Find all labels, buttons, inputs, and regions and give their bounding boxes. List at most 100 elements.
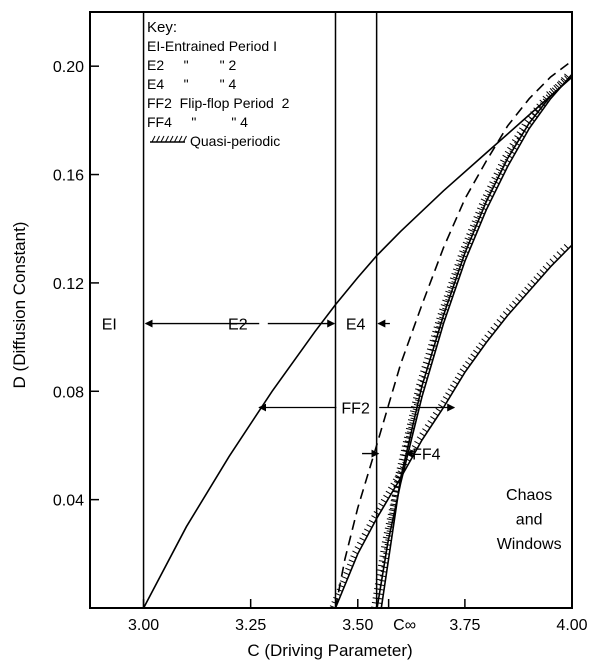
hatch-tick xyxy=(385,522,392,526)
hatch-tick xyxy=(440,312,447,316)
hatch-tick xyxy=(391,494,399,497)
hatch-tick xyxy=(533,107,539,112)
hatch-tick xyxy=(374,583,381,586)
hatch-tick xyxy=(468,237,475,241)
hatch-tick xyxy=(556,81,562,87)
hatch-tick xyxy=(464,237,471,241)
hatch-tick xyxy=(491,184,498,189)
region-label-0: EI xyxy=(102,317,117,334)
hatch-tick xyxy=(466,233,473,237)
hatch-tick xyxy=(383,552,390,555)
hatch-tick xyxy=(433,335,440,338)
x-tick-label-2: 3.50 xyxy=(342,617,373,634)
key-title: Key: xyxy=(147,19,177,36)
hatch-tick xyxy=(507,154,513,159)
key-hatch-tick xyxy=(165,135,169,143)
hatch-tick xyxy=(383,548,391,551)
hatch-tick xyxy=(493,322,499,328)
hatch-tick xyxy=(477,215,483,219)
hatch-tick xyxy=(329,605,336,609)
hatch-tick xyxy=(475,219,482,224)
x-tick-label-1: 3.25 xyxy=(235,617,266,634)
hatch-tick xyxy=(530,111,536,116)
hatch-tick xyxy=(417,379,424,382)
hatch-tick xyxy=(556,251,562,257)
hatch-tick xyxy=(404,457,411,462)
hatch-tick xyxy=(417,389,424,393)
hatch-tick xyxy=(389,507,397,510)
hatch-tick xyxy=(452,268,459,272)
key-hatch-tick xyxy=(169,135,174,143)
hatch-tick xyxy=(437,312,444,316)
hatch-tick xyxy=(430,415,436,421)
hatch-tick xyxy=(390,503,397,506)
hatch-tick xyxy=(336,588,343,592)
hatch-tick xyxy=(549,258,555,264)
hatch-tick xyxy=(459,258,466,262)
hatch-tick xyxy=(499,159,506,164)
hatch-tick xyxy=(379,575,387,578)
hatch-tick xyxy=(469,232,476,236)
hatch-tick xyxy=(385,490,392,495)
y-tick-label-2: 0.12 xyxy=(53,276,84,293)
series-line-3 xyxy=(380,76,573,609)
hatch-tick xyxy=(385,539,392,542)
hatch-tick xyxy=(542,265,548,271)
hatch-tick xyxy=(381,546,388,549)
hatch-tick xyxy=(497,163,504,168)
hatch-tick xyxy=(448,281,455,285)
hatch-tick xyxy=(392,478,399,483)
hatch-tick xyxy=(407,419,414,422)
hatch-tick xyxy=(392,490,399,494)
x-tick-label-0: 3.00 xyxy=(128,617,159,634)
hatch-tick xyxy=(399,466,406,470)
key-line-e1: EI-Entrained Period I xyxy=(147,38,277,54)
hatch-tick xyxy=(529,117,535,122)
hatch-tick xyxy=(462,249,469,254)
hatch-tick xyxy=(383,532,390,535)
hatch-tick xyxy=(499,167,506,172)
hatch-tick xyxy=(481,338,487,343)
quasi-periodic-hatch-2 xyxy=(329,244,569,609)
hatch-tick xyxy=(387,521,395,524)
hatch-tick xyxy=(445,392,451,397)
hatch-tick xyxy=(391,495,398,498)
hatch-tick xyxy=(382,557,389,560)
hatch-tick xyxy=(516,137,523,142)
hatch-tick xyxy=(471,228,478,232)
y-axis-label: D (Diffusion Constant) xyxy=(10,222,29,389)
hatch-tick xyxy=(482,194,489,198)
hatch-tick xyxy=(432,330,439,334)
hatch-tick xyxy=(455,267,462,271)
hatch-tick xyxy=(391,499,398,501)
hatch-tick xyxy=(442,307,449,311)
hatch-tick xyxy=(557,80,564,86)
hatch-tick xyxy=(473,349,479,355)
hatch-tick xyxy=(364,528,370,533)
hatch-tick xyxy=(457,372,463,377)
hatch-tick xyxy=(387,525,394,528)
hatch-tick xyxy=(402,441,409,444)
hatch-tick xyxy=(412,401,419,404)
hatch-tick xyxy=(534,109,541,114)
hatch-tick xyxy=(446,286,453,290)
hatch-tick xyxy=(427,420,434,425)
hatch-tick xyxy=(428,344,435,347)
hatch-tick xyxy=(413,403,420,407)
hatch-tick xyxy=(375,578,382,581)
x-tick-label-c-infinity: C∞ xyxy=(393,617,416,634)
hatch-tick xyxy=(390,499,397,503)
key-hatch-tick xyxy=(160,135,165,143)
key-hatch-tick xyxy=(156,135,160,143)
y-tick-label-3: 0.16 xyxy=(53,168,84,185)
hatch-tick xyxy=(418,374,425,378)
hatch-tick xyxy=(333,596,340,601)
hatch-tick xyxy=(371,606,378,609)
hatch-tick xyxy=(459,368,466,373)
hatch-tick xyxy=(561,76,567,82)
hatch-tick xyxy=(352,550,359,555)
key-quasi-periodic-hatch xyxy=(151,135,187,143)
hatch-tick xyxy=(447,388,454,393)
hatch-tick xyxy=(467,357,474,362)
